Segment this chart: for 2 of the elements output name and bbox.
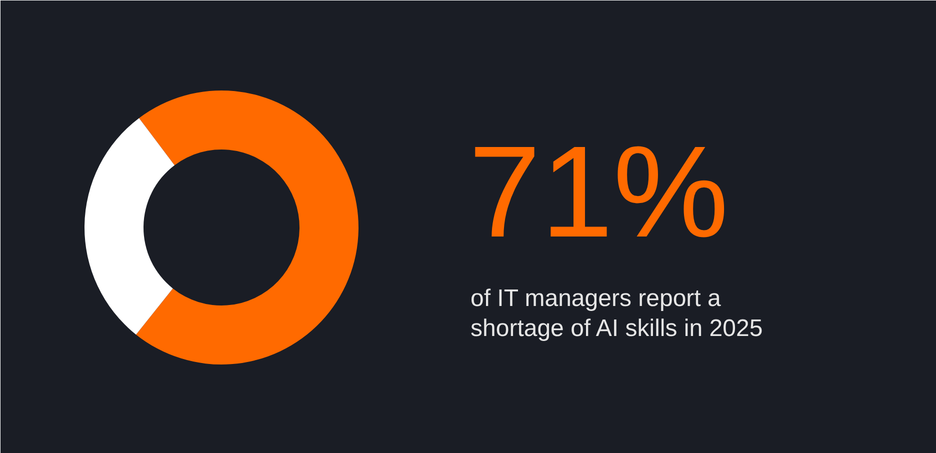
text: of IT managers report a shortage of AI skills in 2025 bbox=[470, 285, 763, 342]
data-label: 71% bbox=[468, 118, 729, 264]
